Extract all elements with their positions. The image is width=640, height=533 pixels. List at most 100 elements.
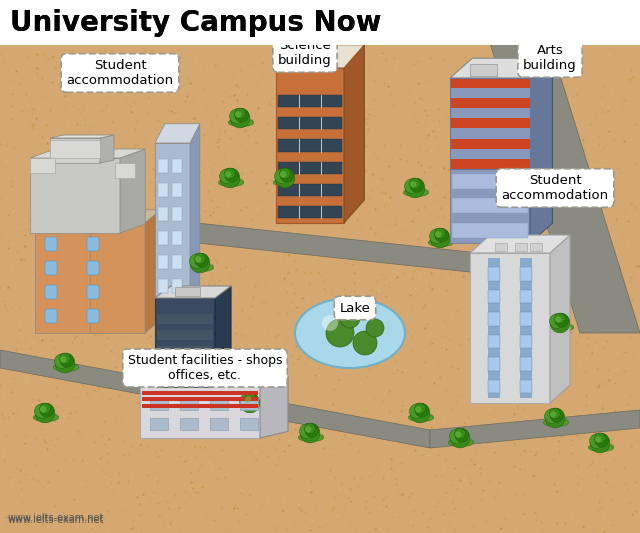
Circle shape: [555, 313, 569, 327]
Circle shape: [450, 428, 470, 448]
Circle shape: [35, 403, 55, 423]
Bar: [158, 183, 168, 197]
Bar: [520, 379, 532, 393]
Bar: [413, 187, 416, 193]
Circle shape: [220, 169, 234, 183]
Ellipse shape: [428, 238, 454, 247]
Circle shape: [40, 406, 47, 413]
Ellipse shape: [432, 237, 454, 245]
Bar: [157, 313, 213, 324]
Circle shape: [230, 109, 244, 124]
Bar: [530, 243, 542, 251]
Bar: [239, 117, 241, 124]
Bar: [150, 418, 168, 430]
Bar: [180, 398, 198, 410]
Circle shape: [340, 308, 360, 328]
Circle shape: [404, 179, 419, 193]
Bar: [278, 140, 342, 151]
Bar: [452, 223, 528, 238]
Circle shape: [245, 396, 252, 402]
Ellipse shape: [302, 432, 324, 440]
Polygon shape: [30, 149, 145, 158]
Circle shape: [60, 356, 67, 362]
Circle shape: [595, 433, 609, 447]
Ellipse shape: [408, 414, 434, 422]
Circle shape: [305, 423, 319, 437]
Circle shape: [230, 108, 250, 128]
Circle shape: [430, 228, 450, 248]
Ellipse shape: [295, 298, 405, 368]
Bar: [419, 412, 421, 418]
Bar: [158, 159, 168, 173]
Bar: [488, 312, 500, 326]
Bar: [439, 237, 441, 244]
Bar: [520, 335, 532, 348]
Bar: [157, 329, 213, 340]
Circle shape: [280, 171, 287, 177]
Polygon shape: [155, 286, 231, 298]
Polygon shape: [145, 210, 161, 333]
Ellipse shape: [218, 179, 244, 187]
Polygon shape: [140, 383, 260, 438]
Circle shape: [545, 409, 559, 423]
Circle shape: [455, 429, 468, 442]
Circle shape: [240, 393, 260, 413]
Circle shape: [300, 423, 320, 443]
Bar: [249, 402, 252, 408]
Circle shape: [220, 168, 240, 188]
Ellipse shape: [449, 439, 474, 447]
Circle shape: [435, 231, 442, 238]
Bar: [278, 206, 342, 218]
Circle shape: [550, 408, 561, 419]
Ellipse shape: [232, 117, 254, 125]
Ellipse shape: [543, 418, 568, 426]
Circle shape: [415, 403, 426, 414]
Circle shape: [40, 403, 54, 417]
Circle shape: [280, 168, 294, 182]
Bar: [172, 183, 182, 197]
Circle shape: [595, 436, 602, 442]
Bar: [450, 108, 530, 118]
Circle shape: [550, 411, 556, 418]
Bar: [158, 255, 168, 269]
Polygon shape: [450, 58, 552, 78]
Polygon shape: [120, 149, 145, 233]
Bar: [87, 261, 99, 275]
Polygon shape: [100, 135, 114, 163]
Polygon shape: [155, 143, 190, 303]
Polygon shape: [105, 210, 125, 333]
Circle shape: [322, 315, 338, 331]
Circle shape: [189, 254, 204, 269]
Bar: [520, 267, 532, 280]
Circle shape: [244, 393, 255, 404]
Bar: [278, 95, 342, 107]
Circle shape: [239, 394, 254, 408]
Circle shape: [435, 228, 445, 239]
Circle shape: [415, 403, 429, 417]
Bar: [0, 0, 640, 45]
Ellipse shape: [407, 188, 429, 195]
Bar: [172, 159, 182, 173]
Ellipse shape: [592, 442, 614, 450]
Circle shape: [550, 313, 570, 333]
Bar: [157, 345, 213, 356]
Ellipse shape: [547, 417, 569, 425]
Circle shape: [235, 108, 245, 119]
Circle shape: [455, 431, 461, 438]
Ellipse shape: [239, 403, 264, 411]
Circle shape: [410, 178, 420, 189]
Bar: [554, 417, 556, 423]
Ellipse shape: [192, 262, 214, 270]
Bar: [278, 117, 342, 130]
Bar: [278, 161, 342, 174]
Bar: [158, 279, 168, 293]
Polygon shape: [35, 223, 105, 333]
Text: www.ielts-exam.net: www.ielts-exam.net: [8, 515, 104, 525]
Ellipse shape: [552, 322, 574, 329]
Bar: [157, 377, 213, 388]
Bar: [115, 163, 135, 178]
Bar: [50, 140, 100, 158]
Ellipse shape: [53, 364, 79, 372]
Ellipse shape: [57, 362, 79, 369]
Polygon shape: [0, 350, 430, 448]
